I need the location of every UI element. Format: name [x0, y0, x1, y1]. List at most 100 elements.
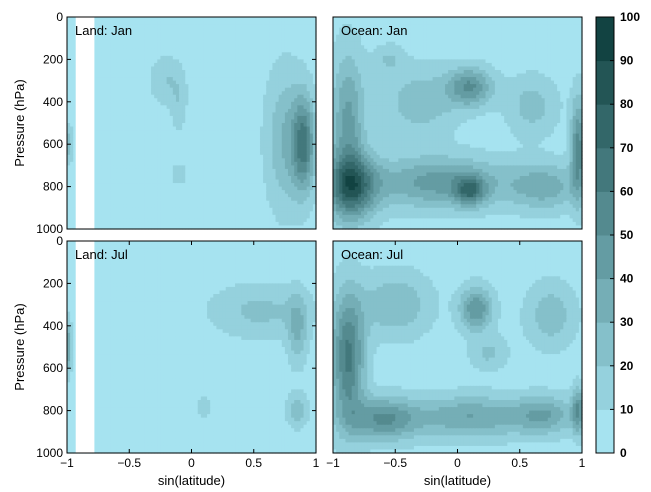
heatmap-cell [157, 137, 161, 142]
heatmap-cell [160, 98, 165, 103]
heatmap-cell [73, 38, 77, 43]
heatmap-cell [281, 193, 286, 198]
heatmap-cell [445, 17, 449, 22]
heatmap-cell [113, 108, 118, 113]
heatmap-cell [210, 154, 214, 159]
heatmap-cell [151, 168, 155, 174]
heatmap-cell [95, 179, 99, 184]
heatmap-cell [104, 41, 109, 46]
heatmap-cell [213, 137, 217, 142]
heatmap-cell [228, 151, 233, 156]
heatmap-cell [269, 70, 274, 75]
heatmap-cell [284, 84, 289, 89]
heatmap-cell [287, 55, 292, 60]
heatmap-cell [312, 161, 317, 166]
heatmap-cell [197, 218, 202, 223]
heatmap-cell [188, 105, 193, 110]
heatmap-cell [228, 123, 233, 128]
heatmap-cell [191, 41, 196, 46]
heatmap-cell [238, 34, 242, 39]
heatmap-cell [154, 119, 158, 124]
heatmap-cell [194, 101, 199, 106]
heatmap-cell [160, 140, 165, 145]
heatmap-cell [104, 190, 109, 195]
heatmap-cell [135, 186, 140, 191]
heatmap-cell [266, 38, 270, 43]
heatmap-cell [172, 20, 177, 25]
heatmap-cell [222, 179, 227, 184]
heatmap-cell [98, 66, 102, 71]
heatmap-cell [235, 218, 239, 223]
heatmap-cell [104, 101, 109, 106]
heatmap-cell [197, 91, 202, 96]
heatmap-cell [244, 77, 249, 82]
heatmap-cell [157, 200, 161, 205]
heatmap-cell [432, 17, 437, 22]
heatmap-cell [312, 186, 317, 191]
heatmap-cell [219, 207, 224, 212]
heatmap-cell [147, 197, 152, 202]
heatmap-cell [154, 186, 158, 191]
heatmap-cell [231, 101, 236, 106]
heatmap-cell [269, 41, 274, 46]
heatmap-cell [250, 183, 255, 188]
heatmap-cell [247, 151, 252, 156]
heatmap-cell [154, 207, 158, 212]
heatmap-cell [123, 200, 127, 205]
heatmap-cell [219, 41, 224, 46]
heatmap-cell [250, 221, 255, 227]
heatmap-cell [228, 66, 233, 71]
heatmap-cell [200, 133, 205, 138]
heatmap-cell [494, 17, 499, 22]
heatmap-cell [263, 133, 267, 138]
heatmap-cell [281, 73, 286, 78]
heatmap-cell [525, 17, 530, 22]
heatmap-cell [135, 165, 140, 170]
heatmap-cell [197, 190, 202, 195]
heatmap-cell [179, 87, 183, 92]
heatmap-cell [101, 161, 105, 166]
heatmap-cell [179, 207, 183, 212]
heatmap-cell [238, 98, 242, 103]
heatmap-cell [278, 119, 283, 124]
heatmap-cell [303, 62, 308, 68]
heatmap-cell [225, 119, 230, 124]
heatmap-cell [222, 123, 227, 128]
heatmap-cell [151, 73, 155, 78]
heatmap-cell [294, 158, 298, 163]
heatmap-cell [160, 20, 165, 25]
heatmap-cell [287, 34, 292, 39]
heatmap-cell [278, 66, 283, 71]
heatmap-cell [312, 87, 317, 92]
heatmap-cell [113, 130, 118, 135]
heatmap-cell [144, 221, 149, 227]
heatmap-cell [138, 45, 143, 50]
heatmap-cell [132, 59, 137, 64]
heatmap-cell [119, 197, 124, 202]
heatmap-cell [463, 17, 468, 22]
heatmap-cell [144, 168, 149, 174]
heatmap-cell [287, 108, 292, 113]
heatmap-cell [306, 183, 311, 188]
heatmap-cell [203, 183, 208, 188]
heatmap-cell [163, 133, 168, 138]
heatmap-cell [182, 176, 186, 181]
heatmap-cell [238, 218, 242, 223]
heatmap-cell [287, 126, 292, 131]
heatmap-cell [179, 183, 183, 188]
heatmap-cell [266, 133, 270, 138]
heatmap-cell [157, 197, 161, 202]
heatmap-cell [141, 87, 146, 92]
heatmap-cell [309, 27, 314, 32]
heatmap-cell [272, 126, 277, 131]
heatmap-cell [253, 200, 258, 205]
heatmap-cell [275, 98, 280, 103]
heatmap-cell [119, 70, 124, 75]
heatmap-cell [141, 172, 146, 177]
heatmap-cell [101, 108, 105, 113]
heatmap-cell [175, 168, 180, 174]
heatmap-cell [513, 20, 518, 25]
heatmap-cell [222, 38, 227, 43]
heatmap-cell [228, 126, 233, 131]
heatmap-cell [294, 62, 298, 68]
